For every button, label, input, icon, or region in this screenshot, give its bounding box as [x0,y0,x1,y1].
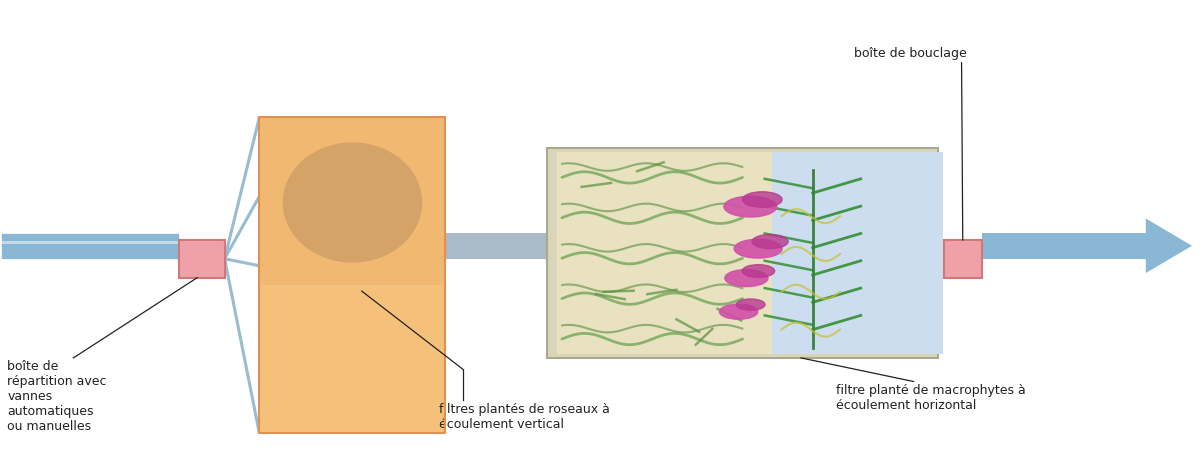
Bar [260,117,445,285]
Ellipse shape [283,142,422,263]
Polygon shape [1145,218,1192,273]
Text: boîte de bouclage: boîte de bouclage [854,48,966,60]
Bar [445,233,547,259]
Bar [179,240,225,278]
Bar [557,152,771,354]
Bar [771,152,943,354]
Circle shape [734,239,782,258]
Circle shape [736,299,765,310]
Bar [1,233,179,259]
Circle shape [742,265,775,277]
Bar [260,285,445,434]
Text: boîte de
répartition avec
vannes
automatiques
ou manuelles: boîte de répartition avec vannes automat… [7,360,107,433]
Circle shape [742,192,782,207]
Circle shape [752,235,788,248]
Text: filtres plantés de roseaux à
écoulement vertical: filtres plantés de roseaux à écoulement … [439,403,610,431]
Bar [547,148,937,358]
Bar [982,233,1145,259]
Bar [260,117,445,434]
Bar [943,240,982,278]
Bar [1,240,179,245]
Circle shape [719,304,758,319]
Text: filtre planté de macrophytes à
écoulement horizontal: filtre planté de macrophytes à écoulemen… [836,384,1025,412]
Circle shape [724,196,777,217]
Circle shape [725,270,768,286]
